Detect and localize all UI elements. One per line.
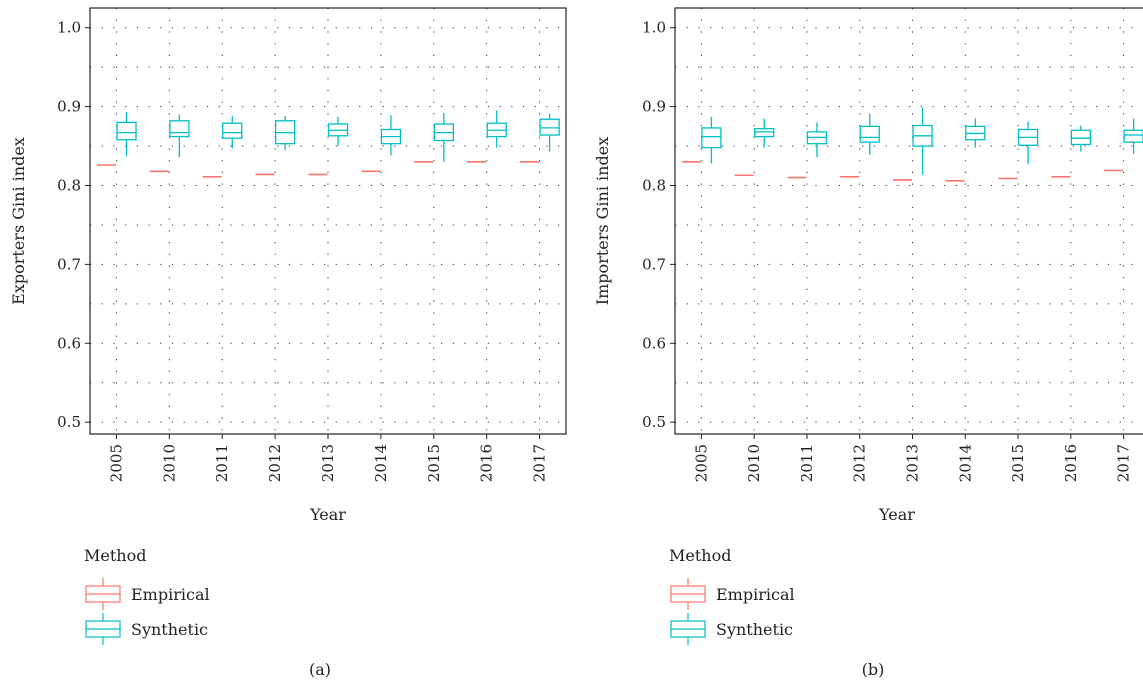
- x-tick-label: 2010: [745, 444, 763, 482]
- legend-label: Synthetic: [716, 620, 793, 639]
- synthetic-box: [327, 116, 349, 147]
- y-tick-label: 0.9: [57, 98, 81, 116]
- legend-key-empirical: [670, 578, 706, 610]
- legend-key-empirical: [85, 578, 121, 610]
- series-marks: [681, 107, 1143, 182]
- panel-b: 0.5 0.6 0.7 0.8 0.9 1.0 2005 2010 2011 2012 2013 20…: [593, 7, 1143, 679]
- y-tick-label: 0.5: [642, 413, 666, 431]
- synthetic-box: [433, 112, 454, 162]
- y-tick-label: 0.9: [642, 98, 666, 116]
- box-body: [539, 118, 560, 136]
- x-tick-label: 2015: [425, 444, 443, 482]
- x-tick-label: 2014: [372, 444, 390, 482]
- y-axis-title: Importers Gini index: [593, 137, 612, 305]
- grid-lines: [90, 8, 566, 434]
- y-tick-label: 0.8: [642, 177, 666, 195]
- y-tick-label: 0.7: [642, 255, 666, 273]
- x-tick-label: 2011: [798, 444, 816, 482]
- series-marks: [96, 110, 560, 178]
- y-tick-label: 1.0: [642, 19, 666, 37]
- synthetic-box: [912, 107, 933, 175]
- box-body: [1123, 129, 1143, 143]
- synthetic-box: [486, 110, 507, 148]
- plot-border: [674, 7, 1143, 435]
- box-body: [169, 120, 190, 138]
- synthetic-box: [222, 116, 243, 149]
- grid-lines: [675, 8, 1143, 434]
- x-tick-label: 2012: [851, 444, 869, 482]
- legend-label: Synthetic: [131, 620, 208, 639]
- box-body: [222, 122, 243, 139]
- synthetic-box: [169, 114, 190, 158]
- synthetic-box: [859, 113, 880, 155]
- legend-title: Method: [669, 546, 731, 565]
- synthetic-box: [380, 115, 402, 156]
- x-tick-label: 2011: [213, 444, 231, 482]
- x-axis-title: Year: [309, 505, 346, 524]
- y-tick-label: 0.8: [57, 177, 81, 195]
- synthetic-box: [1070, 125, 1092, 152]
- synthetic-box: [806, 122, 828, 158]
- legend-key-synthetic: [85, 613, 121, 645]
- x-tick-label: 2005: [107, 444, 125, 482]
- y-tick-label: 0.6: [57, 334, 81, 352]
- legend: Method Empirical Synthetic: [669, 546, 795, 645]
- x-tick-label: 2014: [956, 444, 974, 482]
- synthetic-box: [1123, 118, 1143, 154]
- x-tick-label: 2016: [478, 444, 496, 482]
- synthetic-box: [754, 118, 775, 148]
- y-tick-label: 0.5: [57, 413, 81, 431]
- synthetic-box: [965, 118, 986, 148]
- x-tick-label: 2015: [1009, 444, 1027, 482]
- box-body: [754, 128, 775, 138]
- x-tick-label: 2012: [266, 444, 284, 482]
- x-tick-label: 2017: [531, 444, 549, 482]
- legend-title: Method: [84, 546, 146, 565]
- synthetic-box: [539, 113, 560, 152]
- y-axis-title: Exporters Gini index: [9, 137, 28, 305]
- panel-caption: (a): [309, 660, 331, 679]
- x-tick-label: 2016: [1062, 444, 1080, 482]
- x-tick-label: 2013: [319, 444, 337, 482]
- box-body: [701, 127, 722, 149]
- synthetic-box: [274, 116, 296, 150]
- box-body: [859, 125, 880, 143]
- legend-label: Empirical: [716, 585, 795, 604]
- panel-a: 0.5 0.6 0.7 0.8 0.9 1.0 2005 2010 2011 2012 2013 20…: [9, 7, 567, 679]
- synthetic-box: [116, 112, 137, 157]
- y-tick-label: 0.6: [642, 334, 666, 352]
- synthetic-box: [701, 116, 722, 164]
- plot-border: [89, 7, 567, 435]
- x-tick-label: 2017: [1115, 444, 1133, 482]
- legend: Method Empirical Synthetic: [84, 546, 210, 645]
- y-tick-label: 0.7: [57, 255, 81, 273]
- legend-label: Empirical: [131, 585, 210, 604]
- box-body: [116, 121, 137, 141]
- x-tick-label: 2010: [160, 444, 178, 482]
- box-body: [1070, 129, 1092, 146]
- x-axis-title: Year: [878, 505, 915, 524]
- x-tick-label: 2013: [904, 444, 922, 482]
- x-tick-label: 2005: [692, 444, 710, 482]
- legend-key-synthetic: [670, 613, 706, 645]
- y-tick-label: 1.0: [57, 19, 81, 37]
- panel-caption: (b): [862, 660, 885, 679]
- synthetic-box: [1017, 121, 1039, 165]
